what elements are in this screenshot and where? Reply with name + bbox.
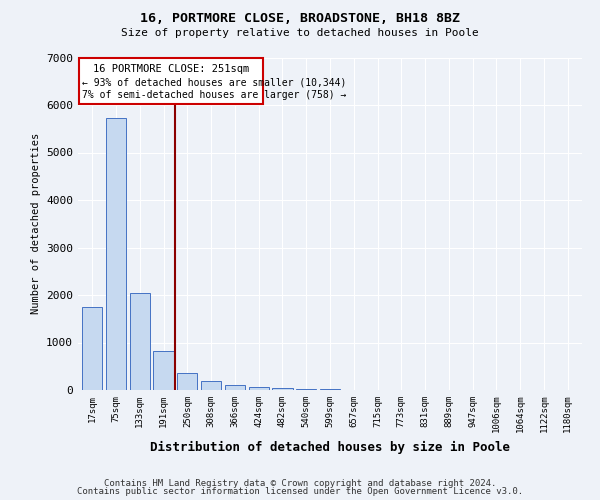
Text: 16, PORTMORE CLOSE, BROADSTONE, BH18 8BZ: 16, PORTMORE CLOSE, BROADSTONE, BH18 8BZ [140, 12, 460, 26]
Text: Contains public sector information licensed under the Open Government Licence v3: Contains public sector information licen… [77, 487, 523, 496]
X-axis label: Distribution of detached houses by size in Poole: Distribution of detached houses by size … [150, 441, 510, 454]
Y-axis label: Number of detached properties: Number of detached properties [31, 133, 41, 314]
Bar [82, 307, 103, 390]
FancyBboxPatch shape [79, 58, 263, 104]
Bar [177, 374, 197, 390]
Bar [225, 385, 245, 390]
Text: 7% of semi-detached houses are larger (758) →: 7% of semi-detached houses are larger (7… [82, 90, 346, 101]
Bar [272, 388, 293, 390]
Text: Contains HM Land Registry data © Crown copyright and database right 2024.: Contains HM Land Registry data © Crown c… [104, 478, 496, 488]
Bar [248, 387, 269, 390]
Bar [130, 292, 150, 390]
Bar [154, 351, 173, 390]
Text: Size of property relative to detached houses in Poole: Size of property relative to detached ho… [121, 28, 479, 38]
Bar [296, 389, 316, 390]
Text: 16 PORTMORE CLOSE: 251sqm: 16 PORTMORE CLOSE: 251sqm [93, 64, 250, 74]
Bar [106, 118, 126, 390]
Text: ← 93% of detached houses are smaller (10,344): ← 93% of detached houses are smaller (10… [82, 78, 346, 88]
Bar [201, 380, 221, 390]
